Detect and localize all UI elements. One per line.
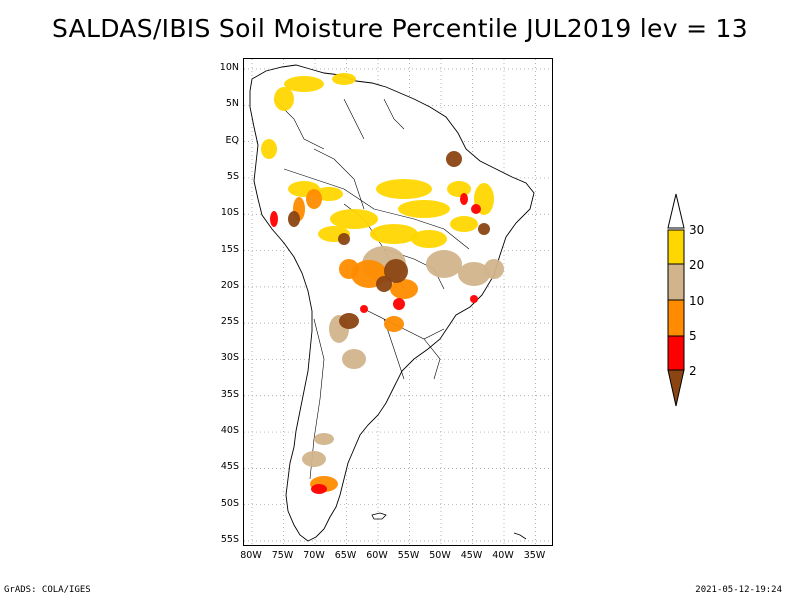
moisture-patch-lt2 [478, 223, 490, 235]
moisture-patch-lt2 [376, 276, 392, 292]
falkland-islands [371, 512, 387, 520]
lon-tick-label: 45W [460, 550, 483, 561]
moisture-patch-lt2 [288, 211, 300, 227]
moisture-patch-20to30 [315, 187, 343, 201]
moisture-patch-2to5 [460, 193, 468, 205]
map-panel [243, 58, 553, 546]
moisture-patch-10to20 [342, 349, 366, 369]
moisture-patch-10to20 [484, 259, 504, 279]
moisture-patch-20to30 [370, 224, 418, 244]
lat-tick-label: 30S [220, 352, 239, 364]
moisture-patch-2to5 [270, 211, 278, 227]
colorbar-top-arrow [667, 193, 685, 229]
colorbar-label-10: 10 [689, 294, 705, 308]
lat-tick-label: 15S [220, 243, 239, 255]
moisture-patch-10to20 [426, 250, 462, 278]
moisture-patch-20to30 [450, 216, 478, 232]
lon-tick-label: 65W [334, 550, 357, 561]
moisture-patch-2to5 [470, 295, 478, 303]
moisture-patch-10to20 [302, 451, 326, 467]
lat-tick-label: 40S [220, 425, 239, 437]
moisture-patch-5to10 [390, 279, 418, 299]
moisture-patch-lt2 [384, 259, 408, 283]
moisture-patch-20to30 [447, 181, 471, 197]
lat-tick-label: 45S [220, 461, 239, 473]
moisture-patch-5to10 [339, 259, 359, 279]
colorbar-label-30: 30 [689, 223, 705, 237]
moisture-patch-lt2 [446, 151, 462, 167]
continent-outline [249, 64, 535, 542]
south-america-map [244, 59, 552, 545]
colorbar-segment-10-20 [667, 263, 685, 301]
moisture-patch-20to30 [261, 139, 277, 159]
lon-tick-label: 80W [240, 550, 262, 561]
lon-tick-label: 75W [271, 550, 294, 561]
lat-tick-label: 10S [220, 207, 239, 219]
lon-tick-label: 60W [366, 550, 388, 561]
lon-tick-label: 35W [523, 550, 546, 561]
lat-tick-label: 5S [226, 170, 239, 182]
moisture-patch-5to10 [384, 316, 404, 332]
moisture-patch-20to30 [398, 200, 450, 218]
colorbar-segment-2-5 [667, 335, 685, 371]
lat-tick-label: 25S [220, 316, 239, 328]
moisture-patch-2to5 [393, 298, 405, 310]
lat-tick-label: 50S [220, 497, 239, 509]
lat-tick-label: 55S [220, 534, 239, 545]
colorbar-label-5: 5 [689, 329, 697, 343]
moisture-patch-2to5 [360, 305, 368, 313]
lon-tick-label: 50W [429, 550, 451, 561]
moisture-patch-lt2 [338, 233, 350, 245]
lon-tick-label: 70W [303, 550, 325, 561]
colorbar-label-2: 2 [689, 364, 697, 378]
colorbar-bottom-arrow [667, 369, 685, 407]
moisture-patch-20to30 [376, 179, 432, 199]
lon-tick-label: 55W [397, 550, 420, 561]
map-title: SALDAS/IBIS Soil Moisture Percentile JUL… [52, 14, 748, 43]
moisture-patch-20to30 [330, 209, 378, 229]
moisture-patch-lt2 [339, 313, 359, 329]
footer-credit: GrADS: COLA/IGES [4, 585, 91, 595]
moisture-patch-20to30 [332, 73, 356, 85]
colorbar-segment-20-30 [667, 229, 685, 265]
footer-timestamp: 2021-05-12-19:24 [695, 585, 782, 595]
south-georgia [513, 532, 527, 540]
lat-tick-label: 5N [225, 98, 239, 110]
lat-tick-label: 10N [219, 62, 239, 73]
lat-tick-label: 35S [220, 388, 239, 400]
moisture-patch-20to30 [284, 76, 324, 92]
moisture-patch-20to30 [274, 87, 294, 111]
moisture-patch-2to5 [311, 484, 327, 494]
moisture-patch-10to20 [458, 262, 490, 286]
moisture-patch-20to30 [411, 230, 447, 248]
colorbar [667, 193, 685, 407]
lon-tick-label: 40W [492, 550, 514, 561]
colorbar-label-20: 20 [689, 258, 705, 272]
lat-tick-label: EQ [225, 134, 239, 146]
lat-tick-label: 20S [220, 279, 239, 291]
soil-moisture-field [261, 73, 504, 494]
moisture-patch-5to10 [306, 189, 322, 209]
colorbar-segment-5-10 [667, 299, 685, 337]
moisture-patch-10to20 [314, 433, 334, 445]
moisture-patch-2to5 [471, 204, 481, 214]
